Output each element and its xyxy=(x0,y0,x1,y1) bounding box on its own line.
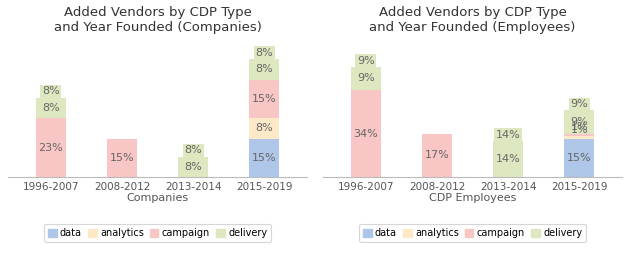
X-axis label: Companies: Companies xyxy=(127,193,188,203)
Text: 1%: 1% xyxy=(570,125,588,135)
Text: 34%: 34% xyxy=(353,128,378,139)
Text: 15%: 15% xyxy=(252,153,277,163)
Text: 8%: 8% xyxy=(184,145,202,155)
Text: 9%: 9% xyxy=(357,73,375,83)
Text: 8%: 8% xyxy=(255,48,273,58)
X-axis label: CDP Employees: CDP Employees xyxy=(429,193,516,203)
Text: 9%: 9% xyxy=(357,56,375,66)
Bar xyxy=(36,98,66,118)
Legend: data, analytics, campaign, delivery: data, analytics, campaign, delivery xyxy=(44,224,271,242)
Bar xyxy=(564,139,594,177)
Bar xyxy=(493,141,523,177)
Text: 14%: 14% xyxy=(496,130,520,140)
Bar xyxy=(351,67,381,90)
Bar xyxy=(107,139,137,177)
Bar xyxy=(564,134,594,136)
Text: 23%: 23% xyxy=(38,143,63,153)
Bar xyxy=(36,118,66,177)
Text: 14%: 14% xyxy=(496,154,520,164)
Bar xyxy=(351,90,381,177)
Bar xyxy=(249,139,279,177)
Text: 17%: 17% xyxy=(425,150,449,160)
Text: 1%: 1% xyxy=(570,122,588,132)
Text: 8%: 8% xyxy=(42,86,60,96)
Bar xyxy=(249,118,279,139)
Legend: data, analytics, campaign, delivery: data, analytics, campaign, delivery xyxy=(359,224,586,242)
Text: 15%: 15% xyxy=(110,153,134,163)
Text: 8%: 8% xyxy=(42,103,60,113)
Text: 15%: 15% xyxy=(567,153,592,163)
Text: 15%: 15% xyxy=(252,94,277,104)
Bar xyxy=(564,111,594,134)
Title: Added Vendors by CDP Type
and Year Founded (Companies): Added Vendors by CDP Type and Year Found… xyxy=(54,6,261,34)
Bar xyxy=(249,59,279,80)
Title: Added Vendors by CDP Type
and Year Founded (Employees): Added Vendors by CDP Type and Year Found… xyxy=(369,6,576,34)
Text: 8%: 8% xyxy=(255,123,273,134)
Bar xyxy=(178,157,208,177)
Text: 8%: 8% xyxy=(255,64,273,74)
Text: 9%: 9% xyxy=(570,117,588,127)
Bar xyxy=(249,80,279,118)
Bar xyxy=(422,134,452,177)
Text: 9%: 9% xyxy=(570,99,588,109)
Text: 8%: 8% xyxy=(184,162,202,172)
Bar xyxy=(564,136,594,139)
